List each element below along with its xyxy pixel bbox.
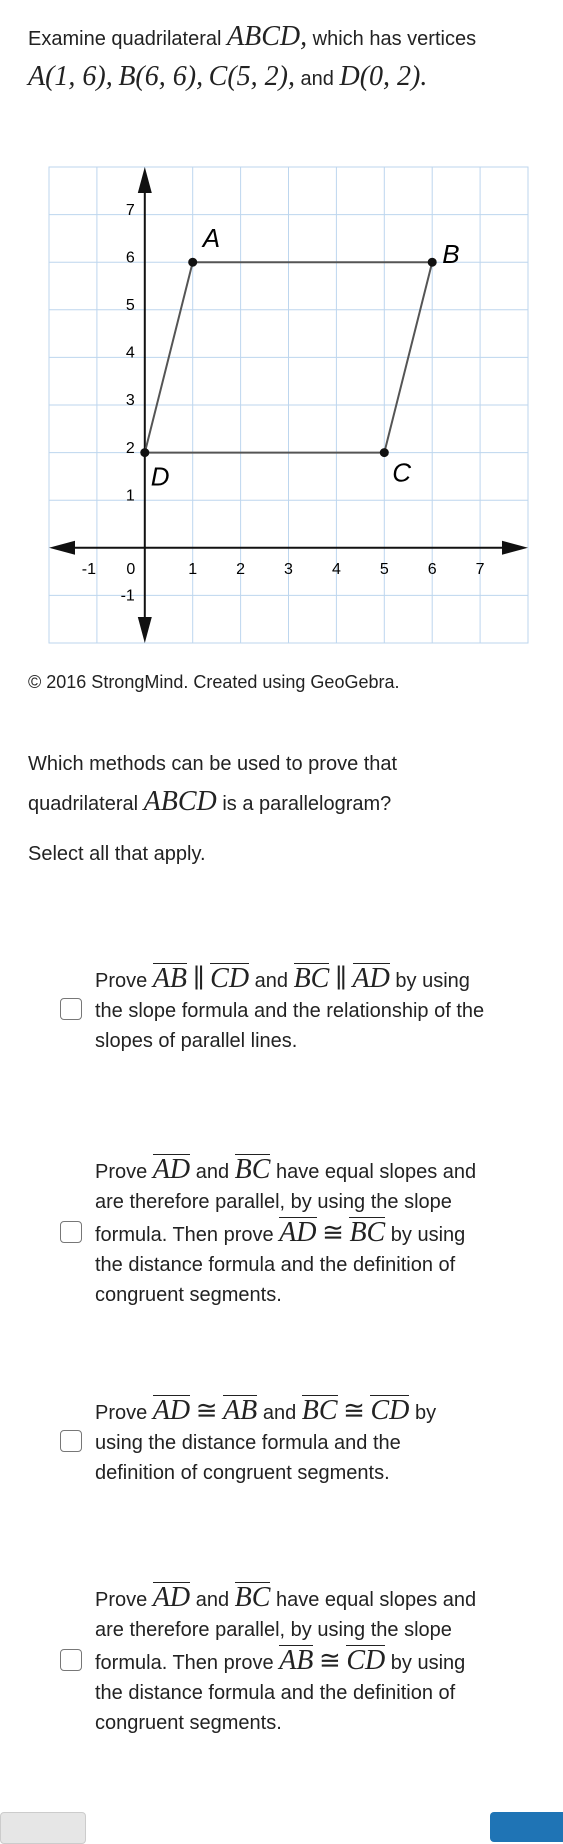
segment: AD — [279, 1217, 317, 1248]
math: A(1, 6), — [28, 61, 113, 92]
text: and — [262, 1401, 297, 1424]
text: Which methods can be used to prove that … — [28, 753, 398, 815]
credit: © 2016 StrongMind. Created using GeoGebr… — [28, 672, 400, 692]
segment: BC — [301, 1394, 338, 1426]
vertex-label: D — [151, 461, 170, 491]
vertex-label: A — [201, 223, 220, 253]
vertex — [427, 257, 437, 267]
checkbox[interactable] — [60, 1430, 82, 1452]
vertex — [379, 448, 389, 458]
y-tick-label: 1 — [126, 487, 135, 504]
segment: AB — [279, 1645, 314, 1676]
symbol: ≅ — [343, 1395, 365, 1425]
text: Examine quadrilateral — [28, 28, 222, 50]
symbol: ≅ — [322, 1218, 344, 1247]
segment: CD — [210, 962, 250, 994]
y-tick-label: 5 — [126, 297, 135, 314]
arrow — [137, 617, 152, 643]
option-text: Prove AB ∥ CD and BC ∥ AD by using the s… — [95, 962, 485, 1056]
y-tick-label: 2 — [126, 440, 135, 457]
segment: CD — [370, 1394, 410, 1426]
y-tick-label: 7 — [126, 202, 135, 219]
y-tick-label: 4 — [126, 345, 135, 362]
segment: AB — [223, 1394, 258, 1426]
math: ABCD, — [227, 21, 308, 52]
x-tick-label: -1 — [82, 561, 96, 578]
math: C(5, 2), — [208, 61, 295, 92]
segment: BC — [234, 1154, 271, 1185]
vertex-label: B — [442, 239, 459, 269]
text: Prove — [95, 1161, 148, 1183]
segment: BC — [293, 962, 330, 994]
text: is a parallelogram? — [222, 793, 392, 815]
x-tick-label: 7 — [476, 561, 485, 578]
vertex-label: C — [392, 457, 411, 487]
text: Prove — [95, 1401, 148, 1424]
text: and — [300, 68, 334, 90]
symbol: ≅ — [195, 1395, 218, 1425]
text: Prove — [95, 969, 148, 992]
segment: AD — [152, 1154, 191, 1185]
text: have equal slopes and are therefore para… — [95, 1161, 477, 1246]
option[interactable]: Prove AD and BC have equal slopes and ar… — [60, 1550, 490, 1770]
question: Which methods can be used to prove that … — [28, 746, 498, 823]
math: D(0, 2). — [339, 61, 428, 92]
text: and — [195, 1589, 230, 1611]
segment: AB — [152, 962, 188, 994]
text: by using the distance formula and the de… — [95, 1401, 437, 1484]
arrow — [502, 540, 528, 555]
vertex — [140, 448, 150, 458]
math: B(6, 6), — [118, 61, 204, 92]
segment: AD — [152, 1582, 191, 1613]
text: and — [195, 1161, 230, 1183]
option-text: Prove AD and BC have equal slopes and ar… — [95, 1582, 485, 1738]
text: and — [254, 969, 289, 992]
x-tick-label: 0 — [126, 561, 135, 578]
y-tick-label: 3 — [126, 392, 135, 409]
math: ABCD — [143, 786, 217, 817]
symbol: ≅ — [318, 1646, 341, 1675]
option[interactable]: Prove AD and BC have equal slopes and ar… — [60, 1122, 490, 1342]
intro: Examine quadrilateral ABCD, which has ve… — [28, 18, 528, 98]
text: Prove — [95, 1589, 148, 1611]
option[interactable]: Prove AD ≅ AB and BC ≅ CD by using the d… — [60, 1366, 490, 1516]
arrow — [137, 167, 152, 193]
text: by using the slope formula and the relat… — [95, 969, 485, 1052]
y-tick-label: 6 — [126, 249, 135, 266]
segment: AD — [152, 1394, 191, 1426]
x-tick-label: 4 — [332, 561, 341, 578]
symbol: ∥ — [192, 963, 205, 993]
x-tick-label: 6 — [428, 561, 437, 578]
y-tick-label: -1 — [121, 588, 135, 605]
text: which has vertices — [312, 28, 477, 50]
checkbox[interactable] — [60, 1649, 82, 1671]
x-tick-label: 3 — [284, 561, 293, 578]
checkbox[interactable] — [60, 1221, 82, 1243]
x-tick-label: 5 — [380, 561, 389, 578]
symbol: ∥ — [334, 963, 347, 993]
option-text: Prove AD ≅ AB and BC ≅ CD by using the d… — [95, 1394, 485, 1488]
segment: CD — [346, 1645, 386, 1676]
back-button[interactable] — [0, 1812, 86, 1844]
vertex — [188, 257, 198, 267]
segment: AD — [352, 962, 390, 994]
segment: BC — [234, 1582, 271, 1613]
graph: -1 0 1 2 3 4 5 6 7 -1 1 2 3 4 5 6 7 A B C D — [48, 166, 529, 644]
x-tick-label: 2 — [236, 561, 245, 578]
option-text: Prove AD and BC have equal slopes and ar… — [95, 1154, 485, 1310]
text: by using the distance formula and the de… — [95, 1224, 466, 1306]
text: by using the distance formula and the de… — [95, 1652, 466, 1734]
arrow — [49, 540, 75, 555]
instruction: Select all that apply. — [28, 843, 206, 865]
option[interactable]: Prove AB ∥ CD and BC ∥ AD by using the s… — [60, 934, 490, 1084]
x-tick-label: 1 — [188, 561, 197, 578]
segment: BC — [349, 1217, 386, 1248]
checkbox[interactable] — [60, 998, 82, 1020]
text: have equal slopes and are therefore para… — [95, 1589, 477, 1674]
next-button[interactable] — [490, 1812, 563, 1842]
